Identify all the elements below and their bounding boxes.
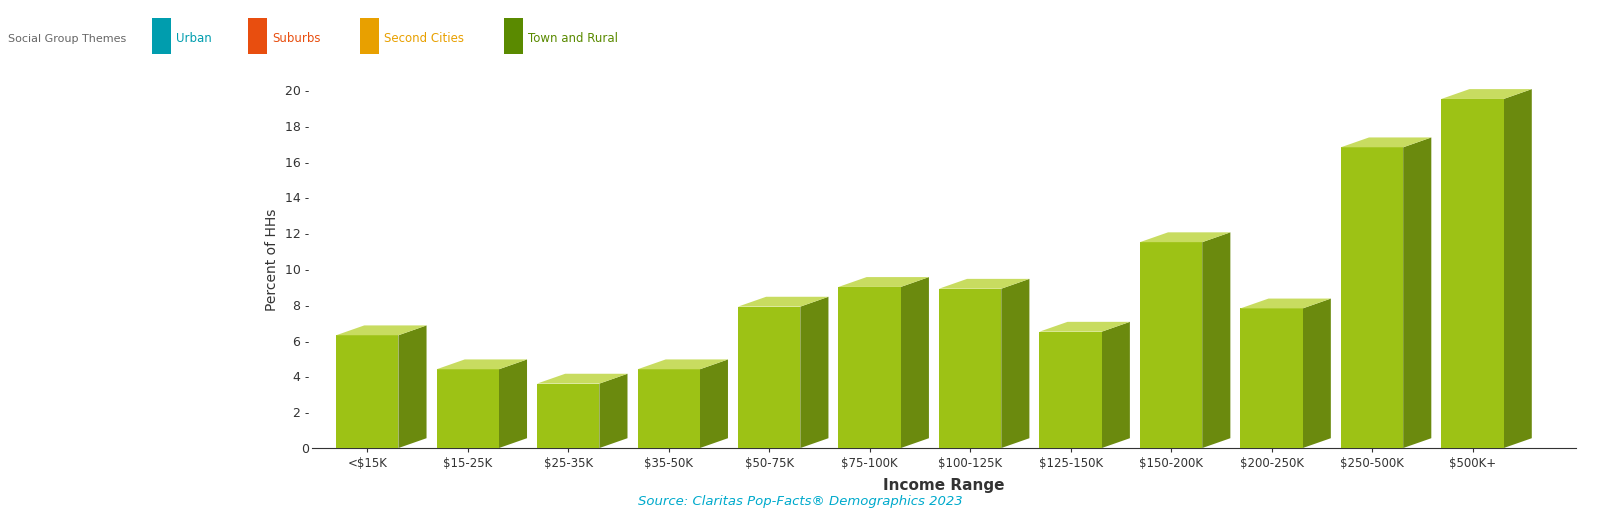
Polygon shape	[398, 325, 427, 448]
Polygon shape	[1302, 299, 1331, 448]
Text: Households by Income: Households by Income	[22, 107, 198, 121]
Bar	[637, 369, 699, 448]
Bar	[1040, 332, 1102, 448]
Text: Urban: Urban	[176, 32, 211, 45]
Polygon shape	[800, 297, 829, 448]
Polygon shape	[637, 359, 728, 369]
Polygon shape	[939, 279, 1029, 289]
Polygon shape	[437, 359, 526, 369]
Polygon shape	[499, 359, 526, 448]
Text: Source: Claritas Pop-Facts® Demographics 2023: Source: Claritas Pop-Facts® Demographics…	[638, 495, 962, 508]
Bar	[939, 289, 1002, 448]
Bar	[437, 369, 499, 448]
Bar	[360, 18, 379, 54]
Polygon shape	[1341, 138, 1432, 147]
Polygon shape	[699, 359, 728, 448]
Polygon shape	[1040, 322, 1130, 332]
Text: Household Composition: Household Composition	[22, 208, 206, 222]
Bar	[504, 18, 523, 54]
Y-axis label: Percent of HHs: Percent of HHs	[266, 209, 280, 311]
Text: Population by Age: Population by Age	[22, 308, 165, 322]
Bar	[152, 18, 171, 54]
Polygon shape	[901, 277, 930, 448]
Bar	[1341, 147, 1403, 448]
Polygon shape	[1202, 232, 1230, 448]
Bar	[1442, 99, 1504, 448]
Text: Town and Rural: Town and Rural	[528, 32, 618, 45]
Bar	[336, 335, 398, 448]
Polygon shape	[1102, 322, 1130, 448]
Text: Second Cities: Second Cities	[384, 32, 464, 45]
Text: Social Group Themes: Social Group Themes	[8, 33, 126, 44]
Polygon shape	[1002, 279, 1029, 448]
Bar	[1139, 242, 1202, 448]
Bar	[738, 306, 800, 448]
Bar	[838, 287, 901, 448]
Bar	[248, 18, 267, 54]
Polygon shape	[1240, 299, 1331, 308]
Polygon shape	[738, 297, 829, 306]
Polygon shape	[1139, 232, 1230, 242]
Polygon shape	[1442, 89, 1531, 99]
Polygon shape	[1403, 138, 1432, 448]
Polygon shape	[336, 325, 427, 335]
Polygon shape	[838, 277, 930, 287]
X-axis label: Income Range: Income Range	[883, 478, 1005, 493]
Bar	[1240, 308, 1302, 448]
Text: Population by Race & Ethnicity: Population by Race & Ethnicity	[22, 409, 264, 423]
Text: Suburbs: Suburbs	[272, 32, 320, 45]
Polygon shape	[600, 374, 627, 448]
Polygon shape	[538, 374, 627, 384]
Bar	[538, 384, 600, 448]
Polygon shape	[1504, 89, 1531, 448]
